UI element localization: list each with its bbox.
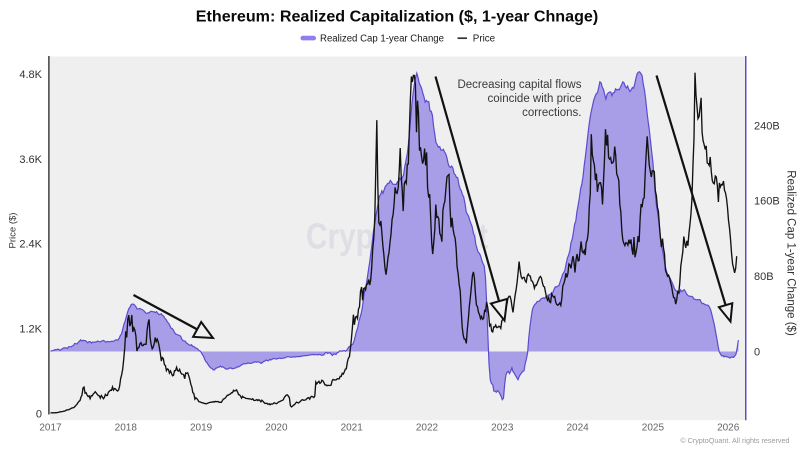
svg-text:2017: 2017 bbox=[39, 423, 62, 434]
svg-text:Price ($): Price ($) bbox=[8, 213, 19, 249]
svg-text:Ethereum: Realized Capitalizat: Ethereum: Realized Capitalization ($, 1-… bbox=[196, 8, 598, 26]
svg-text:0: 0 bbox=[754, 346, 760, 358]
svg-text:2.4K: 2.4K bbox=[19, 239, 42, 251]
svg-text:240B: 240B bbox=[754, 120, 780, 132]
svg-text:Realized Cap 1-year Change ($): Realized Cap 1-year Change ($) bbox=[785, 170, 797, 336]
svg-text:2021: 2021 bbox=[341, 423, 364, 434]
svg-text:2026: 2026 bbox=[717, 423, 740, 434]
svg-text:Realized Cap 1-year Change: Realized Cap 1-year Change bbox=[320, 34, 445, 45]
svg-text:1.2K: 1.2K bbox=[19, 324, 42, 336]
svg-text:160B: 160B bbox=[754, 196, 780, 208]
svg-text:4.8K: 4.8K bbox=[19, 69, 42, 81]
svg-text:2024: 2024 bbox=[566, 423, 589, 434]
svg-text:Decreasing capital flows: Decreasing capital flows bbox=[457, 79, 581, 91]
svg-text:coincide with price: coincide with price bbox=[488, 93, 582, 105]
svg-text:2022: 2022 bbox=[416, 423, 439, 434]
svg-text:2020: 2020 bbox=[265, 423, 288, 434]
svg-text:2025: 2025 bbox=[642, 423, 665, 434]
svg-text:2018: 2018 bbox=[115, 423, 138, 434]
svg-text:corrections.: corrections. bbox=[522, 107, 581, 119]
svg-text:0: 0 bbox=[36, 408, 42, 420]
svg-text:2023: 2023 bbox=[491, 423, 514, 434]
svg-text:80B: 80B bbox=[754, 271, 774, 283]
svg-text:Price: Price bbox=[473, 34, 496, 45]
svg-text:2019: 2019 bbox=[190, 423, 213, 434]
svg-text:3.6K: 3.6K bbox=[19, 154, 42, 166]
svg-text:© CryptoQuant. All rights rese: © CryptoQuant. All rights reserved bbox=[680, 436, 789, 445]
